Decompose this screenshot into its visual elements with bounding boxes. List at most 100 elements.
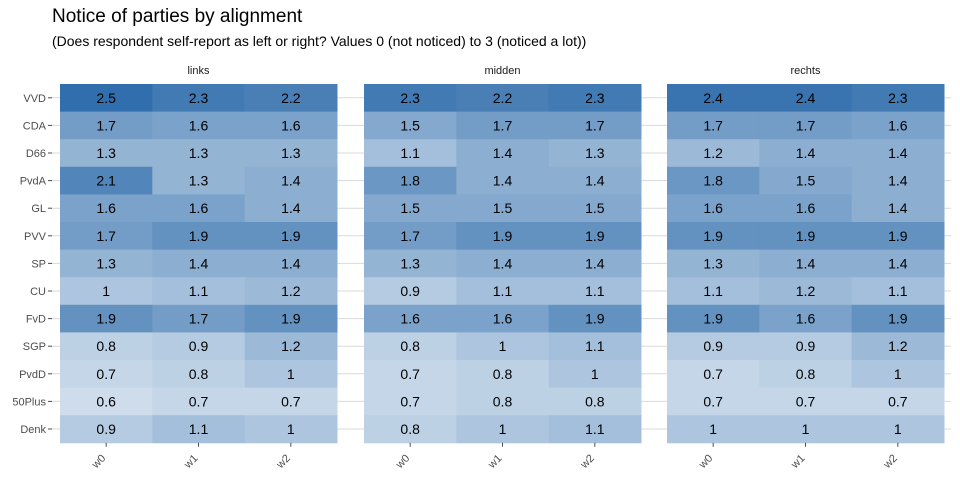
heatmap-cell: [667, 387, 760, 416]
heatmap-cell: [667, 277, 760, 306]
heatmap-cell: [759, 304, 853, 333]
cell-value-label: 1.4: [888, 255, 908, 271]
heatmap-cell: [548, 111, 642, 140]
heatmap-cell: [60, 139, 153, 168]
cell-value-label: 1.9: [493, 228, 513, 244]
heatmap-cell: [759, 139, 853, 168]
heatmap-cell: [244, 222, 338, 251]
cell-value-label: 2.4: [703, 90, 723, 106]
cell-value-label: 1: [709, 421, 717, 437]
cell-value-label: 1.4: [493, 255, 513, 271]
heatmap-cell: [244, 387, 338, 416]
cell-value-label: 0.7: [796, 393, 816, 409]
heatmap-cell: [667, 249, 760, 278]
cell-value-label: 1.6: [96, 200, 116, 216]
cell-value-label: 2.3: [400, 90, 420, 106]
x-tick-label: w1: [788, 452, 807, 471]
heatmap-cell: [851, 415, 945, 444]
cell-value-label: 1: [894, 421, 902, 437]
heatmap-cell: [152, 249, 246, 278]
heatmap-cell: [759, 332, 853, 361]
heatmap-cell: [667, 111, 760, 140]
heatmap-cell: [851, 84, 945, 113]
x-tick-label: w1: [181, 452, 200, 471]
heatmap-cell: [244, 84, 338, 113]
cell-value-label: 1: [287, 421, 295, 437]
heatmap-cell: [456, 139, 550, 168]
x-tick-label: w0: [393, 452, 412, 471]
facet-panel-rechts: rechts 2.4 2.4 2.3 1.7 1.7 1.6 1.2 1.4 1.4 1.8 1.5 1…: [667, 65, 945, 472]
heatmap-cell: [60, 360, 153, 389]
cell-value-label: 2.3: [189, 90, 209, 106]
y-tick-label: VVD: [23, 93, 46, 105]
heatmap-cell: [60, 166, 153, 195]
heatmap-cell: [759, 415, 853, 444]
heatmap-cell: [60, 387, 153, 416]
y-tick-label: PvdA: [20, 176, 47, 188]
heatmap-cell: [60, 277, 153, 306]
cell-value-label: 1.6: [493, 311, 513, 327]
cell-value-label: 1.1: [189, 421, 209, 437]
cell-value-label: 1.9: [189, 228, 209, 244]
heatmap-cell: [851, 166, 945, 195]
heatmap-cell: [152, 111, 246, 140]
cell-value-label: 1.1: [703, 283, 723, 299]
heatmap-cell: [244, 194, 338, 223]
y-tick-label: PvdD: [19, 369, 46, 381]
x-tick-label: w2: [274, 452, 293, 471]
cell-value-label: 2.3: [585, 90, 605, 106]
heatmap-cell: [60, 332, 153, 361]
heatmap-cell: [364, 194, 457, 223]
cell-value-label: 0.9: [96, 421, 116, 437]
heatmap-cell: [759, 222, 853, 251]
cell-value-label: 0.9: [189, 338, 209, 354]
heatmap-cell: [244, 304, 338, 333]
cell-value-label: 0.7: [703, 366, 723, 382]
cell-value-label: 1.2: [281, 283, 301, 299]
cell-value-label: 1.7: [493, 117, 513, 133]
cell-value-label: 1.3: [96, 255, 116, 271]
heatmap-cell: [759, 111, 853, 140]
cell-value-label: 1.6: [189, 117, 209, 133]
heatmap-cell: [60, 304, 153, 333]
cell-value-label: 1.6: [796, 200, 816, 216]
cell-value-label: 1.4: [493, 173, 513, 189]
cell-value-label: 1.6: [888, 117, 908, 133]
cell-value-label: 1.7: [400, 228, 420, 244]
cell-value-label: 1.9: [585, 311, 605, 327]
heatmap-cell: [759, 277, 853, 306]
heatmap-cell: [456, 222, 550, 251]
cell-value-label: 1.4: [585, 255, 605, 271]
cell-value-label: 1.4: [281, 200, 301, 216]
cell-value-label: 0.8: [585, 393, 605, 409]
cell-value-label: 1: [499, 421, 507, 437]
heatmap-cell: [456, 332, 550, 361]
heatmap-cell: [548, 277, 642, 306]
heatmap-cell: [244, 249, 338, 278]
cell-value-label: 0.9: [400, 283, 420, 299]
cell-value-label: 1.3: [703, 255, 723, 271]
cell-value-label: 1: [499, 338, 507, 354]
heatmap-cell: [548, 249, 642, 278]
cell-value-label: 1.5: [796, 173, 816, 189]
cell-value-label: 0.8: [493, 366, 513, 382]
cell-value-label: 1.5: [400, 117, 420, 133]
heatmap-cell: [152, 166, 246, 195]
y-tick-label: Denk: [20, 424, 46, 436]
cell-value-label: 1.6: [703, 200, 723, 216]
cell-value-label: 1.9: [281, 228, 301, 244]
heatmap-cell: [456, 277, 550, 306]
cell-value-label: 1.4: [281, 173, 301, 189]
heatmap-cell: [152, 360, 246, 389]
cell-value-label: 1.4: [585, 173, 605, 189]
cell-value-label: 2.2: [281, 90, 301, 106]
heatmap-cell: [60, 249, 153, 278]
cell-value-label: 1.4: [189, 255, 209, 271]
cell-value-label: 1.4: [281, 255, 301, 271]
heatmap-cell: [667, 84, 760, 113]
heatmap-cell: [548, 166, 642, 195]
heatmap-cell: [364, 111, 457, 140]
heatmap-cell: [667, 415, 760, 444]
heatmap-cell: [667, 222, 760, 251]
cell-value-label: 0.7: [888, 393, 908, 409]
